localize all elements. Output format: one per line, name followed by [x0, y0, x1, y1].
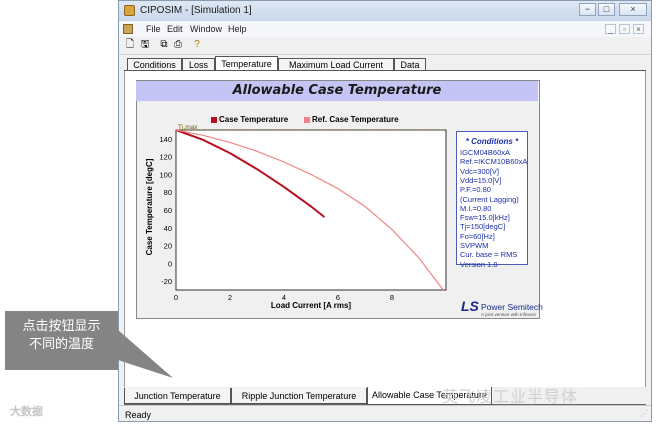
series-line [175, 129, 444, 291]
tab-maximum-load-current[interactable]: Maximum Load Current [278, 58, 394, 71]
tjmax-label: Tj,max [178, 124, 198, 131]
watermark-right: 英飞凌工业半导体 [442, 389, 579, 406]
save-icon[interactable]: 🖫 [140, 39, 150, 50]
y-axis-label: Case Temperature [degC] [145, 158, 154, 255]
menu-file[interactable]: File [146, 24, 161, 34]
tab-data[interactable]: Data [394, 58, 426, 71]
chart-title: Allowable Case Temperature [136, 81, 538, 101]
condition-line: Ref.=IKCM10B60xA [460, 157, 528, 167]
bottom-tab-allowable-case-temperature[interactable]: Allowable Case Temperature [367, 387, 492, 405]
condition-line: Version 1.0 [460, 259, 498, 269]
mdi-close-icon[interactable]: × [633, 24, 644, 34]
tab-loss[interactable]: Loss [182, 58, 215, 71]
menu-window[interactable]: Window [190, 24, 223, 34]
x-tick-label: 4 [282, 293, 286, 302]
title-bar: CIPOSIM - [Simulation 1] − □ × [119, 1, 651, 21]
logo-text: Power Semitech [481, 302, 543, 312]
minimize-button[interactable]: − [579, 3, 596, 16]
legend-case-temperature: Case Temperature [219, 115, 289, 124]
status-text: Ready [125, 410, 152, 420]
x-tick-label: 6 [336, 293, 340, 302]
condition-line: Fo=60[Hz] [460, 231, 495, 241]
menu-help[interactable]: Help [228, 24, 247, 34]
condition-line: Vdd=15.0[V] [460, 175, 502, 185]
help-icon[interactable]: ? [194, 39, 200, 50]
condition-line: Tj=150[degC] [460, 222, 506, 232]
logo-subtitle: A joint venture with Infineon [481, 312, 537, 317]
ls-logo-mark: LS [461, 298, 479, 314]
app-icon [124, 5, 135, 16]
close-button[interactable]: × [619, 3, 647, 16]
conditions-title: * Conditions * [465, 137, 519, 146]
y-tick-label: -20 [161, 277, 172, 286]
window-title: CIPOSIM - [Simulation 1] [140, 5, 252, 16]
bottom-tab-ripple-junction-temperature[interactable]: Ripple Junction Temperature [231, 388, 367, 404]
app-window: CIPOSIM - [Simulation 1] − □ × File Edit… [118, 0, 652, 422]
bottom-tab-junction-temperature[interactable]: Junction Temperature [124, 388, 231, 404]
x-axis-label: Load Current [A rms] [271, 301, 351, 310]
callout-text: 点击按钮显示 不同的温度 [5, 318, 118, 354]
y-tick-label: 60 [164, 206, 172, 215]
condition-line: Fsw=15.0[kHz] [460, 213, 510, 223]
condition-line: M.I.=0.80 [460, 203, 492, 213]
mdi-minimize-icon[interactable]: _ [605, 24, 616, 34]
x-tick-label: 8 [390, 293, 394, 302]
y-tick-label: 140 [159, 135, 172, 144]
y-tick-label: 80 [164, 188, 172, 197]
y-tick-label: 20 [164, 242, 172, 251]
callout-arrow [118, 330, 173, 378]
condition-line: Vdc=300[V] [460, 166, 499, 176]
x-tick-label: 0 [174, 293, 178, 302]
callout-line-2: 不同的温度 [28, 337, 94, 352]
x-tick-label: 2 [228, 293, 232, 302]
toolbar: 🗋 🖫 ⧉ ⎙ ? [119, 37, 651, 55]
maximize-button[interactable]: □ [598, 3, 615, 16]
callout-line-1: 点击按钮显示 [22, 319, 101, 334]
callout-box [5, 311, 118, 370]
tab-divider [124, 70, 646, 71]
resize-grip-icon[interactable]: ⋰ [640, 409, 648, 418]
condition-line: SVPWM [460, 241, 489, 250]
condition-line: P.F.=0.80 [460, 185, 491, 195]
menu-bar: File Edit Window Help _ ▫ × [119, 21, 651, 37]
legend-swatch-case [211, 117, 217, 123]
condition-line: IGCM04B60xA [460, 148, 511, 157]
watermark-left: 大数据 [10, 406, 43, 418]
legend-swatch-ref [304, 117, 310, 123]
document-icon[interactable] [123, 24, 133, 34]
print-icon[interactable]: ⎙ [174, 39, 182, 50]
y-tick-label: 0 [168, 259, 172, 268]
mdi-restore-icon[interactable]: ▫ [619, 24, 630, 34]
plot-area [175, 129, 447, 291]
conditions-box: * Conditions * IGCM04B60xA Ref.=IKCM10B60… [456, 131, 528, 269]
status-bar: Ready ⋰ [119, 405, 651, 421]
copy-icon[interactable]: ⧉ [160, 39, 168, 50]
tab-temperature[interactable]: Temperature [215, 56, 278, 71]
condition-line: (Current Lagging) [460, 194, 519, 204]
y-tick-label: 120 [159, 153, 172, 162]
y-tick-label: 40 [164, 224, 172, 233]
y-tick-label: 100 [159, 170, 172, 179]
condition-line: Cur. base = RMS [460, 250, 518, 260]
menu-edit[interactable]: Edit [167, 24, 183, 34]
tab-conditions[interactable]: Conditions [127, 58, 182, 71]
series-line [175, 129, 326, 218]
legend-ref-case-temperature: Ref. Case Temperature [312, 115, 399, 124]
new-icon[interactable]: 🗋 [125, 39, 135, 50]
